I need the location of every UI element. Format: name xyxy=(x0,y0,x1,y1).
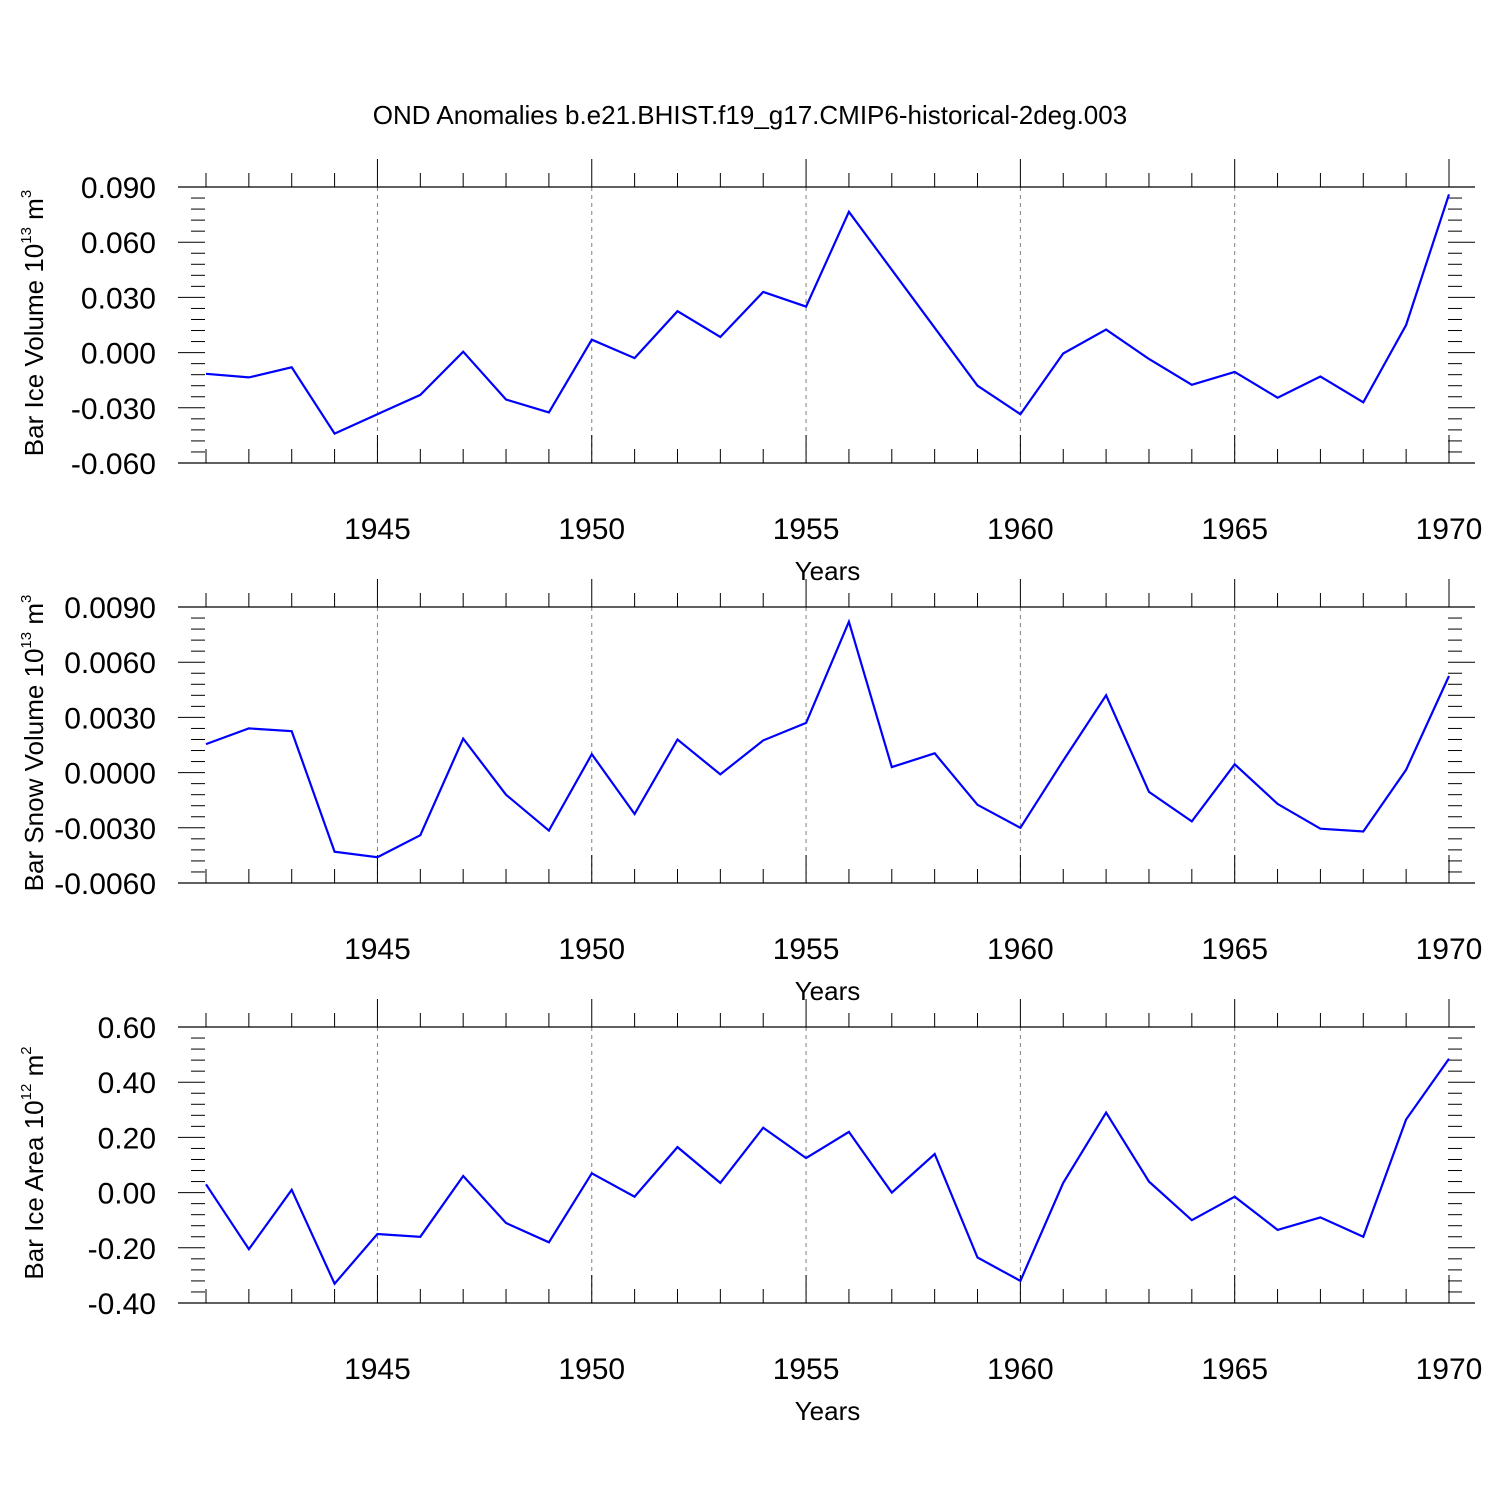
panel-3: -0.40 -0.20 0.00 0.20 0.40 0.60 1945 1950 1955 19… xyxy=(18,999,1482,1426)
x-tick-label: 1960 xyxy=(987,513,1054,546)
y-tick-label: 0.20 xyxy=(98,1122,156,1155)
x-axis-title: Years xyxy=(795,1396,861,1426)
y-tick-label: 0.00 xyxy=(98,1178,156,1211)
y-tick-label: 0.090 xyxy=(81,172,156,205)
y-tick-label: 0.030 xyxy=(81,282,156,315)
x-tick-label: 1965 xyxy=(1201,1353,1268,1386)
x-tick-label: 1965 xyxy=(1201,513,1268,546)
panel-1: -0.060 -0.030 0.000 0.030 0.060 0.090 1945 1950… xyxy=(18,159,1482,586)
y-tick-label: -0.20 xyxy=(88,1233,156,1266)
x-tick-label: 1970 xyxy=(1416,1353,1483,1386)
y-tick-label: 0.0030 xyxy=(64,702,156,735)
series-line xyxy=(205,1058,1450,1286)
y-tick-label: -0.0060 xyxy=(54,868,156,901)
y-tick-label: 0.000 xyxy=(81,338,156,371)
y-tick-label: -0.0030 xyxy=(54,813,156,846)
x-tick-label: 1950 xyxy=(558,933,625,966)
y-tick-label: -0.030 xyxy=(71,393,156,426)
chart-panels: -0.060 -0.030 0.000 0.030 0.060 0.090 1945 1950… xyxy=(18,159,1482,1426)
y-axis-title: Bar Ice Area 1012 m2 xyxy=(18,1046,49,1279)
x-tick-label: 1945 xyxy=(344,933,411,966)
y-tick-label: 0.60 xyxy=(98,1012,156,1045)
panel-2: -0.0060 -0.0030 0.0000 0.0030 0.0060 0.0090 19… xyxy=(18,579,1482,1006)
y-tick-label: 0.060 xyxy=(81,227,156,260)
y-tick-label: 0.0060 xyxy=(64,647,156,680)
x-tick-label: 1970 xyxy=(1416,513,1483,546)
y-tick-label: 0.40 xyxy=(98,1067,156,1100)
x-tick-label: 1945 xyxy=(344,1353,411,1386)
x-tick-label: 1955 xyxy=(773,513,840,546)
y-axis-title: Bar Snow Volume 1013 m3 xyxy=(18,595,49,892)
figure-title: OND Anomalies b.e21.BHIST.f19_g17.CMIP6-… xyxy=(373,100,1127,130)
y-tick-label: 0.0000 xyxy=(64,758,156,791)
y-tick-label: 0.0090 xyxy=(64,592,156,625)
series-line xyxy=(205,618,1451,859)
y-tick-label: -0.060 xyxy=(71,448,156,481)
x-tick-label: 1955 xyxy=(773,1353,840,1386)
series-line xyxy=(205,194,1451,435)
x-tick-label: 1960 xyxy=(987,933,1054,966)
x-axis-title: Years xyxy=(795,976,861,1006)
x-tick-label: 1950 xyxy=(558,513,625,546)
x-tick-label: 1945 xyxy=(344,513,411,546)
y-axis-title: Bar Ice Volume 1013 m3 xyxy=(18,190,49,456)
y-tick-label: -0.40 xyxy=(88,1288,156,1321)
x-tick-label: 1955 xyxy=(773,933,840,966)
x-tick-label: 1960 xyxy=(987,1353,1054,1386)
x-tick-label: 1970 xyxy=(1416,933,1483,966)
x-tick-label: 1965 xyxy=(1201,933,1268,966)
x-axis-title: Years xyxy=(795,556,861,586)
x-tick-label: 1950 xyxy=(558,1353,625,1386)
